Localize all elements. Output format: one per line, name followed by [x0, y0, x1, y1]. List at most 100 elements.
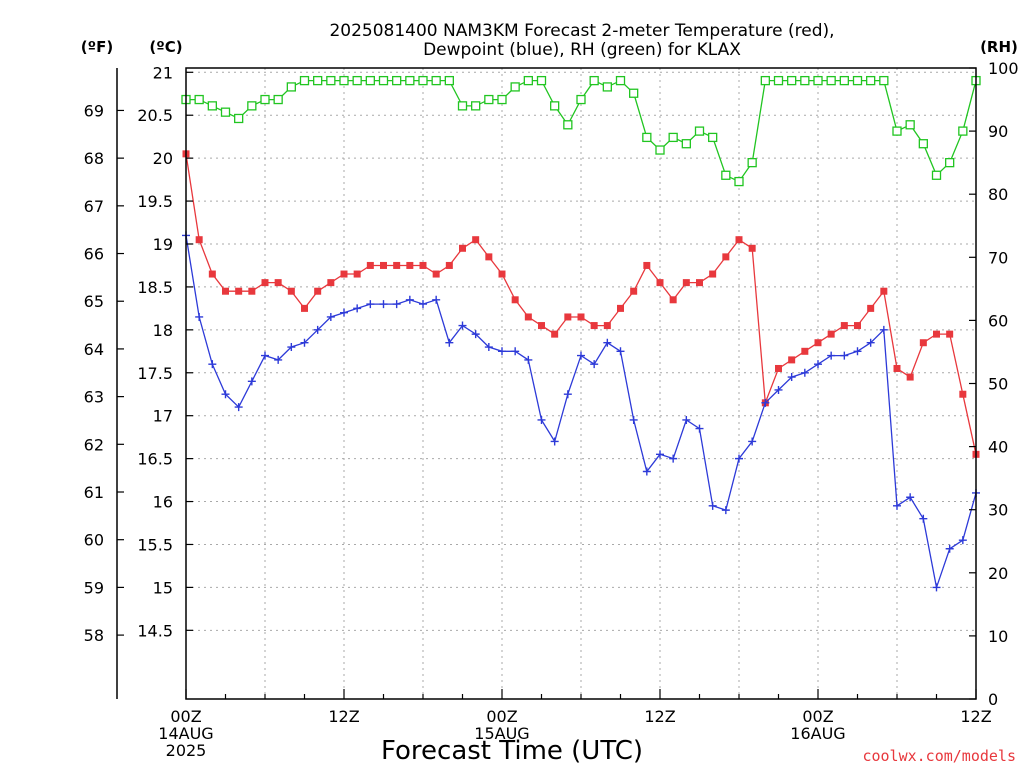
fahrenheit-tick-label: 64 — [84, 340, 104, 359]
dewpoint-point — [695, 424, 704, 433]
rh-point — [615, 75, 626, 86]
rh-tick-label: 10 — [988, 627, 1008, 646]
rh-point — [852, 75, 863, 86]
temperature-point — [840, 322, 848, 330]
rh-point — [536, 75, 547, 86]
rh-point — [655, 145, 665, 155]
dewpoint-point — [195, 312, 204, 321]
temperature-point — [577, 313, 585, 321]
celsius-tick-label: 18.5 — [137, 278, 173, 297]
celsius-tick-label: 15 — [153, 578, 173, 597]
dewpoint-point — [484, 343, 493, 352]
rh-point — [457, 101, 468, 111]
temperature-point — [656, 279, 664, 287]
temperature-point — [472, 236, 480, 244]
rh-point — [773, 75, 784, 86]
temperature-point — [590, 322, 598, 330]
dewpoint-point — [893, 501, 901, 510]
rh-point — [563, 120, 573, 130]
rh-point — [484, 94, 494, 105]
temperature-point — [696, 279, 703, 287]
rh-point — [550, 101, 560, 111]
dewpoint-point — [247, 377, 256, 386]
dewpoint-point — [208, 360, 217, 369]
fahrenheit-tick-label: 65 — [84, 292, 104, 311]
fahrenheit-tick-label: 60 — [84, 531, 104, 550]
rh-tick-label: 30 — [988, 501, 1008, 520]
dewpoint-point — [866, 338, 875, 347]
x-axis-title: Forecast Time (UTC) — [381, 736, 643, 766]
dewpoint-point — [787, 373, 796, 382]
rh-point — [299, 75, 310, 86]
rh-point — [681, 139, 691, 149]
dewpoint-point — [524, 355, 533, 364]
temperature-point — [617, 304, 624, 312]
dewpoint-point — [708, 501, 717, 510]
x-tick-label: 12Z — [328, 707, 359, 726]
dewpoint-point — [379, 300, 388, 309]
rh-point — [273, 94, 283, 105]
dewpoint-point — [945, 544, 954, 553]
temperature-point — [788, 356, 796, 364]
rh-point — [905, 120, 915, 130]
rh-point — [392, 75, 402, 86]
x-tick-label: 00Z — [486, 707, 517, 726]
rh-point — [220, 107, 231, 117]
temperature-point — [801, 347, 809, 355]
dewpoint-point — [735, 454, 743, 463]
temperature-point — [222, 287, 229, 295]
temperature-point — [287, 287, 295, 295]
fahrenheit-tick-label: 67 — [84, 197, 104, 216]
temperature-line — [185, 153, 977, 455]
celsius-tick-label: 17 — [153, 407, 173, 426]
dewpoint-point — [958, 536, 967, 545]
dewpoint-point — [748, 437, 757, 446]
rh-point — [642, 132, 652, 143]
dewpoint-point — [814, 360, 822, 369]
temperature-point — [248, 287, 256, 295]
rh-point — [471, 101, 481, 111]
rh-point — [892, 126, 902, 136]
temperature-point — [419, 261, 427, 269]
rh-point — [326, 75, 336, 86]
dewpoint-point — [287, 343, 296, 352]
dewpoint-point — [682, 415, 691, 424]
dewpoint-point — [432, 295, 441, 304]
celsius-tick-label: 16 — [153, 493, 173, 512]
celsius-tick-label: 20.5 — [137, 106, 173, 125]
temperature-point — [630, 287, 638, 295]
rh-point — [405, 75, 415, 86]
temperature-point — [722, 253, 730, 261]
rh-point — [313, 75, 323, 86]
temperature-point — [919, 339, 927, 347]
dewpoint-point — [458, 321, 467, 330]
fahrenheit-axis-header: (ºF) — [81, 38, 113, 56]
fahrenheit-tick-label: 62 — [84, 435, 104, 454]
temperature-point — [643, 261, 651, 269]
dewpoint-point — [340, 308, 348, 317]
temperature-point — [682, 279, 690, 287]
celsius-axis-header: (ºC) — [149, 38, 182, 56]
rh-point — [826, 75, 836, 86]
temperature-point — [854, 322, 861, 330]
celsius-tick-label: 18 — [153, 321, 173, 340]
rh-point — [418, 75, 428, 86]
rh-point — [207, 101, 217, 111]
credit-text: coolwx.com/models — [862, 747, 1016, 765]
temperature-point — [327, 279, 335, 287]
temperature-point — [261, 279, 269, 287]
fahrenheit-tick-label: 59 — [84, 578, 104, 597]
temperature-point — [551, 330, 559, 338]
dewpoint-point — [590, 360, 599, 369]
celsius-tick-label: 14.5 — [137, 621, 173, 640]
rh-axis-header: (RH) — [980, 38, 1018, 56]
rh-point — [734, 176, 744, 187]
temperature-point — [524, 313, 532, 321]
temperature-point — [485, 253, 493, 261]
dewpoint-point — [234, 403, 243, 412]
x-tick-label: 12Z — [960, 707, 991, 726]
axes — [116, 67, 977, 700]
temperature-point — [933, 330, 940, 338]
rh-point — [431, 75, 441, 86]
